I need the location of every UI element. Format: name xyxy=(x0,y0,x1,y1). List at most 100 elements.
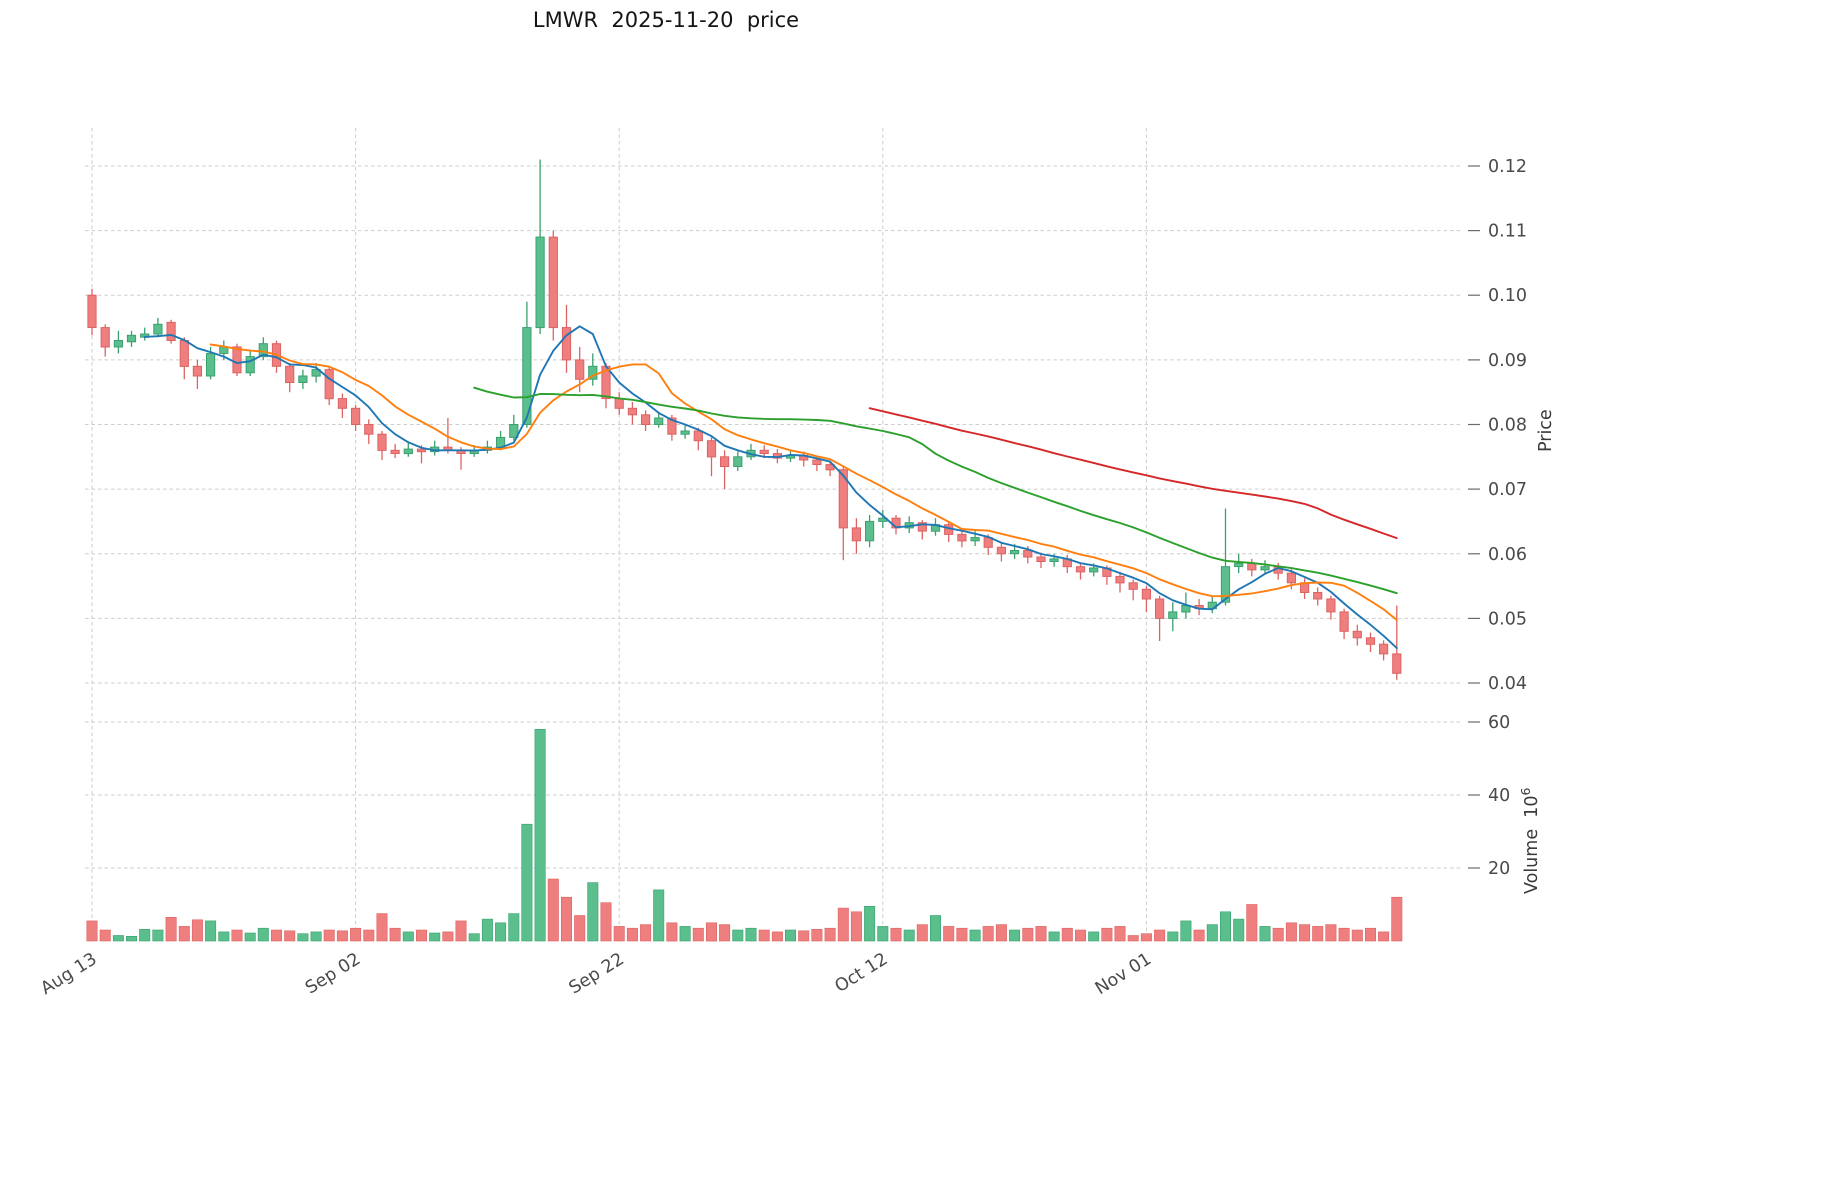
chart-title: LMWR 2025-11-20 price xyxy=(532,8,800,32)
candle-body xyxy=(509,424,519,438)
volume-bar xyxy=(389,927,401,942)
candle-body xyxy=(192,365,203,377)
volume-bar xyxy=(903,929,915,942)
candle-body xyxy=(996,546,1006,555)
volume-bar xyxy=(1088,931,1100,942)
volume-bar xyxy=(811,928,823,942)
volume-bar xyxy=(1075,929,1087,942)
candle-body xyxy=(1234,562,1244,568)
candle-body xyxy=(311,369,321,377)
volume-bar xyxy=(1299,924,1311,942)
candle-body xyxy=(680,430,690,435)
candles xyxy=(87,159,1402,680)
candle-body xyxy=(706,440,717,458)
candle-body xyxy=(1049,558,1059,563)
candle-body xyxy=(1023,550,1033,558)
volume-bar xyxy=(1365,927,1377,942)
volume-bar xyxy=(1272,927,1284,942)
volume-bar xyxy=(1378,931,1390,942)
candle-body xyxy=(575,359,585,380)
candle-body xyxy=(1141,588,1152,600)
volume-bar xyxy=(916,924,928,942)
volume-bar xyxy=(508,913,520,942)
date-tick-label: Aug 13 xyxy=(37,949,100,999)
price-tick-label: 0.04 xyxy=(1488,674,1527,694)
price-tick-label: 0.07 xyxy=(1488,480,1527,500)
candle-body xyxy=(759,449,769,454)
volume-bar xyxy=(692,927,704,942)
candle-body xyxy=(403,448,413,455)
candle-body xyxy=(298,375,308,383)
volume-bar xyxy=(1140,933,1152,942)
candle-body xyxy=(1365,637,1376,645)
volume-bar xyxy=(1127,935,1139,942)
volume-bar xyxy=(284,930,296,942)
candle-body xyxy=(1379,643,1389,655)
volume-bar xyxy=(666,922,678,942)
candle-body xyxy=(1115,575,1125,584)
volume-bar xyxy=(560,896,572,942)
volume-bar xyxy=(165,916,177,942)
ma-line-ma5 xyxy=(143,325,1398,650)
candle-body xyxy=(166,321,176,341)
candle-body xyxy=(917,522,927,532)
candle-body xyxy=(351,407,361,425)
volume-bars xyxy=(86,728,1403,942)
volume-bar xyxy=(257,927,269,942)
candle-body xyxy=(113,340,124,348)
candle-body xyxy=(245,356,255,374)
volume-bar xyxy=(1351,929,1363,942)
volume-bar xyxy=(297,933,309,942)
candle-body xyxy=(838,469,848,529)
volume-bar xyxy=(745,927,757,942)
candle-body xyxy=(654,417,664,425)
candle-body xyxy=(206,352,216,377)
volume-bar xyxy=(1193,929,1205,942)
volume-bar xyxy=(218,931,230,942)
volume-tick-label: 40 xyxy=(1488,786,1510,806)
date-tick-label: Sep 22 xyxy=(566,949,628,998)
candle-body xyxy=(416,448,427,453)
volume-bar xyxy=(943,926,955,942)
candle-body xyxy=(258,343,268,358)
candle-body xyxy=(1155,598,1165,619)
volume-bar xyxy=(152,929,164,942)
volume-bar xyxy=(969,929,981,942)
candle-body xyxy=(693,430,703,442)
volume-bar xyxy=(850,911,862,942)
ma-lines xyxy=(143,325,1398,650)
candle-body xyxy=(100,327,110,348)
price-tick-label: 0.12 xyxy=(1488,157,1527,177)
candle-body xyxy=(179,340,189,367)
volume-bar xyxy=(1101,927,1113,942)
volume-bar xyxy=(1246,904,1258,942)
volume-bar xyxy=(336,930,348,942)
volume-bar xyxy=(481,918,493,942)
volume-bar xyxy=(1338,927,1350,942)
candle-body xyxy=(1168,611,1178,619)
candle-body xyxy=(126,334,137,343)
candle-body xyxy=(1247,562,1257,571)
candle-body xyxy=(324,369,334,400)
candle-body xyxy=(851,527,861,542)
candle-body xyxy=(1286,572,1297,584)
candle-body xyxy=(496,436,506,448)
candle-body xyxy=(390,449,400,454)
volume-bar xyxy=(1285,922,1297,942)
candle-body xyxy=(1352,630,1362,639)
candle-body xyxy=(812,459,822,465)
candle-body xyxy=(1010,550,1020,555)
volume-bar xyxy=(191,919,203,942)
candle-body xyxy=(957,533,967,542)
volume-bar xyxy=(1048,931,1060,942)
candle-body xyxy=(1313,592,1323,600)
volume-bar xyxy=(1325,924,1337,942)
candle-body xyxy=(548,236,558,329)
volume-bar xyxy=(1154,929,1166,942)
candle-body xyxy=(1339,611,1349,632)
volume-bar xyxy=(310,931,322,942)
candle-body xyxy=(364,424,374,435)
candle-body xyxy=(377,433,387,451)
candle-body xyxy=(970,537,980,542)
